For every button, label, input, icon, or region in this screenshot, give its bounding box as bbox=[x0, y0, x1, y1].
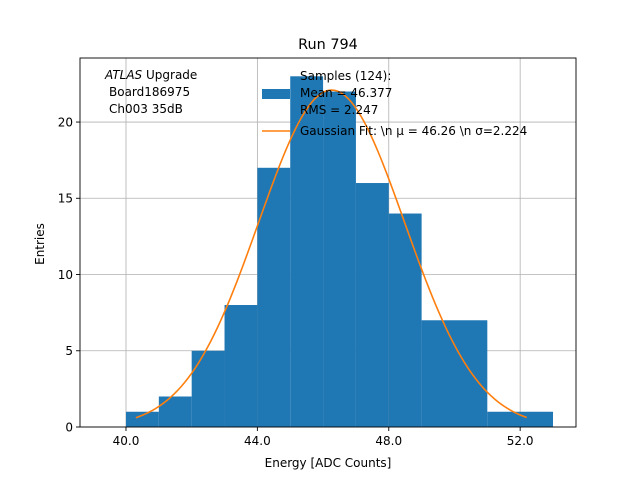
histogram-bar bbox=[355, 183, 389, 427]
y-tick-label: 20 bbox=[58, 115, 73, 129]
y-tick-label: 0 bbox=[65, 420, 73, 434]
axis-ticks: 40.0 44.0 48.0 52.0 0 5 10 15 20 bbox=[58, 115, 534, 448]
legend-samples-line2: Mean = 46.377 bbox=[300, 86, 392, 100]
histogram-bar bbox=[487, 411, 554, 427]
legend: Samples (124): Mean = 46.377 RMS = 2.247… bbox=[262, 69, 527, 138]
x-axis-label: Energy [ADC Counts] bbox=[265, 456, 392, 470]
annotation-upgrade: Upgrade bbox=[142, 68, 197, 82]
annotation-board: Board186975 bbox=[109, 85, 190, 99]
x-tick-label: 40.0 bbox=[113, 434, 140, 448]
atlas-annotation: ATLAS Upgrade Board186975 Ch003 35dB bbox=[104, 68, 197, 116]
x-tick-label: 48.0 bbox=[375, 434, 402, 448]
legend-samples-line1: Samples (124): bbox=[300, 69, 391, 83]
histogram-bar bbox=[224, 305, 258, 427]
legend-fit-label: Gaussian Fit: \n μ = 46.26 \n σ=2.224 bbox=[300, 124, 527, 138]
legend-samples-swatch bbox=[262, 89, 290, 99]
histogram-bar bbox=[388, 213, 422, 427]
histogram-bar bbox=[290, 76, 324, 428]
x-tick-label: 52.0 bbox=[507, 434, 534, 448]
histogram-bar bbox=[125, 411, 159, 427]
y-tick-label: 15 bbox=[58, 192, 73, 206]
histogram-bar bbox=[158, 396, 192, 427]
y-tick-label: 5 bbox=[65, 344, 73, 358]
annotation-channel: Ch003 35dB bbox=[109, 102, 183, 116]
plot-frame bbox=[79, 57, 577, 428]
histogram-bar bbox=[191, 350, 225, 427]
histogram-bar bbox=[323, 91, 356, 427]
y-tick-label: 10 bbox=[58, 268, 73, 282]
gaussian-fit-curve bbox=[135, 89, 528, 419]
svg-text:ATLAS Upgrade: ATLAS Upgrade bbox=[104, 68, 197, 82]
x-tick-label: 44.0 bbox=[244, 434, 271, 448]
annotation-atlas: ATLAS bbox=[104, 68, 143, 82]
y-axis-label: Entries bbox=[33, 223, 47, 265]
legend-samples-line3: RMS = 2.247 bbox=[300, 103, 378, 117]
histogram-bar bbox=[421, 320, 488, 427]
histogram-bar bbox=[257, 167, 291, 427]
chart-title: Run 794 bbox=[298, 37, 358, 53]
